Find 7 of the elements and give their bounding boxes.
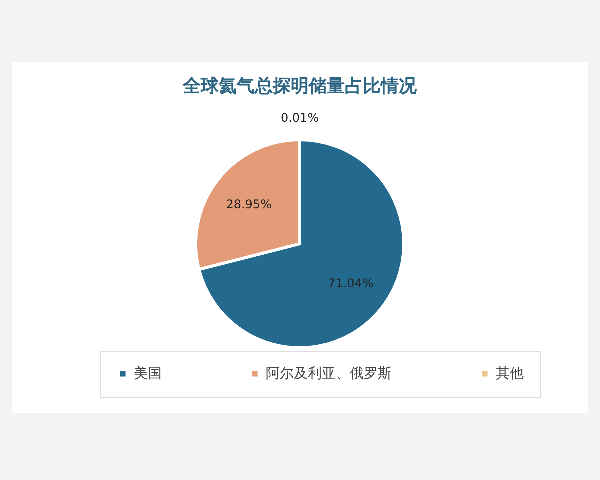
data-label: 28.95% [226,197,272,212]
data-label: 71.04% [328,276,374,291]
legend-label: 美国 [134,366,162,382]
chart-title: 全球氦气总探明储量占比情况 [182,76,418,97]
data-label: 0.01% [280,111,320,125]
legend-label: 阿尔及利亚、俄罗斯 [266,366,392,382]
legend-label: 其他 [496,366,524,382]
